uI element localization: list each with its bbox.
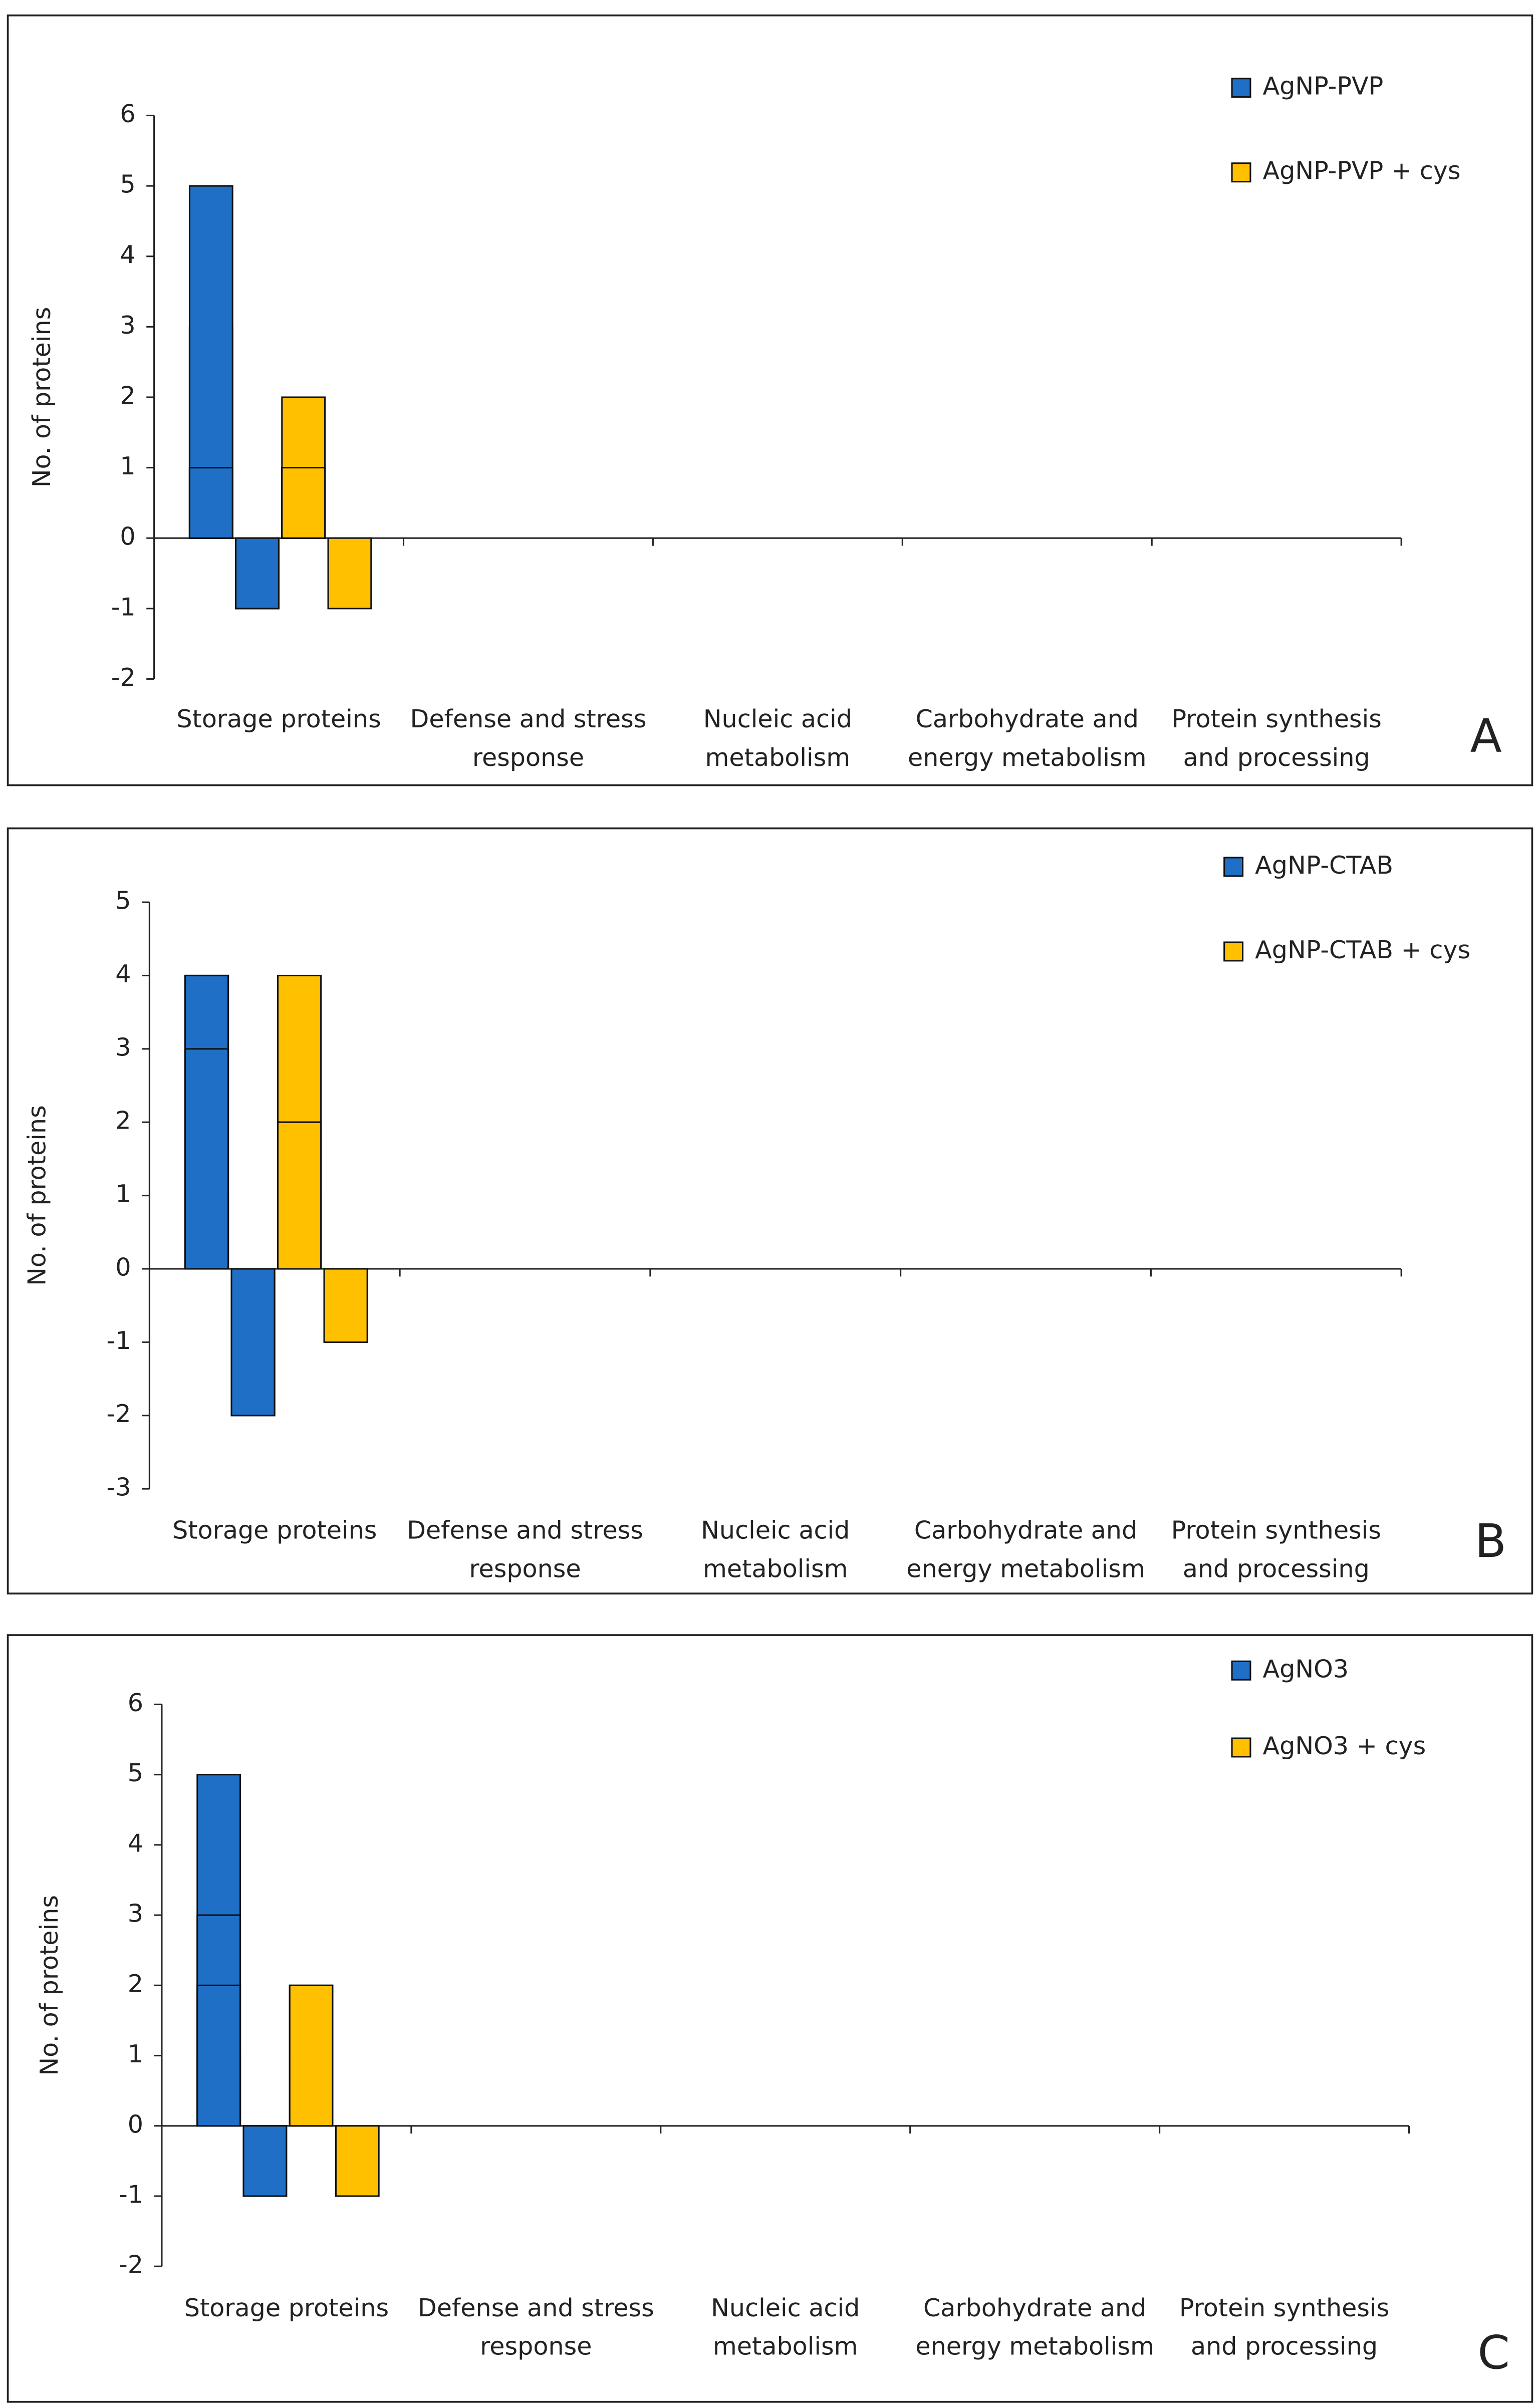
legend-label: AgNP-CTAB xyxy=(1255,851,1393,880)
panel-letter: A xyxy=(1470,709,1502,763)
y-tick-label: 2 xyxy=(120,381,135,410)
legend-swatch xyxy=(1231,162,1251,183)
y-tick-label: 0 xyxy=(115,1252,131,1281)
x-tick-label: Storage proteins xyxy=(176,704,381,733)
y-tick-label: -1 xyxy=(119,2180,143,2209)
bar xyxy=(242,2125,288,2197)
bar xyxy=(289,1984,334,2127)
x-tick-label: energy metabolism xyxy=(915,2332,1154,2361)
x-tick-label: Carbohydrate and xyxy=(914,1516,1137,1545)
legend-label: AgNP-CTAB + cys xyxy=(1255,935,1470,964)
x-tick-label: Nucleic acid xyxy=(711,2293,860,2322)
y-tick-label: -2 xyxy=(106,1399,131,1428)
bar xyxy=(235,537,280,610)
y-tick-label: 5 xyxy=(120,170,135,199)
x-tick-label: Carbohydrate and xyxy=(923,2293,1146,2322)
x-tick-label: and processing xyxy=(1183,743,1370,772)
x-tick-label: response xyxy=(472,743,584,772)
x-tick-label: Defense and stress xyxy=(407,1516,643,1545)
y-tick-label: 2 xyxy=(115,1106,131,1135)
panel-frame xyxy=(7,14,1533,786)
legend-label: AgNP-PVP + cys xyxy=(1263,156,1461,185)
x-tick-label: Storage proteins xyxy=(172,1516,377,1545)
legend-swatch xyxy=(1231,1660,1251,1681)
x-tick-label: Protein synthesis xyxy=(1171,1516,1381,1545)
x-tick-label: metabolism xyxy=(703,1554,848,1583)
y-tick-label: 0 xyxy=(120,522,135,551)
legend-label: AgNO3 xyxy=(1263,1654,1349,1683)
panel-letter: C xyxy=(1477,2325,1509,2379)
legend-label: AgNP-PVP xyxy=(1263,72,1384,101)
y-tick-label: 6 xyxy=(128,1688,143,1717)
bar xyxy=(230,1268,276,1417)
bar xyxy=(277,1121,322,1270)
y-tick-label: 1 xyxy=(120,451,135,480)
x-tick-label: Protein synthesis xyxy=(1179,2293,1389,2322)
y-tick-label: 6 xyxy=(120,99,135,128)
x-tick-label: energy metabolism xyxy=(908,743,1147,772)
y-tick-label: 4 xyxy=(120,240,135,269)
y-tick-label: 4 xyxy=(115,959,131,988)
y-tick-label: 3 xyxy=(128,1899,143,1928)
y-tick-label: -1 xyxy=(106,1326,131,1355)
y-tick-label: 1 xyxy=(115,1179,131,1208)
y-tick-label: -2 xyxy=(111,663,136,692)
x-tick-label: Defense and stress xyxy=(418,2293,654,2322)
x-tick-label: and processing xyxy=(1191,2332,1378,2361)
x-tick-label: metabolism xyxy=(705,743,851,772)
y-tick-label: 5 xyxy=(128,1758,143,1787)
y-tick-label: 4 xyxy=(128,1828,143,1857)
y-tick-label: 3 xyxy=(115,1032,131,1061)
y-tick-label: 1 xyxy=(128,2039,143,2068)
legend-swatch xyxy=(1231,78,1251,98)
bar xyxy=(323,1268,368,1343)
bar xyxy=(335,2125,380,2197)
bar xyxy=(188,467,233,539)
x-tick-label: energy metabolism xyxy=(906,1554,1145,1583)
x-tick-label: response xyxy=(469,1554,581,1583)
y-tick-label: 0 xyxy=(128,2109,143,2138)
legend-swatch xyxy=(1231,1737,1251,1758)
legend-swatch xyxy=(1223,857,1244,877)
x-tick-label: Nucleic acid xyxy=(703,704,852,733)
x-tick-label: response xyxy=(480,2332,592,2361)
legend-swatch xyxy=(1223,941,1244,962)
y-axis-label: No. of proteins xyxy=(23,1105,52,1286)
y-tick-label: -1 xyxy=(111,592,136,621)
x-tick-label: Nucleic acid xyxy=(701,1516,850,1545)
y-tick-label: -3 xyxy=(106,1473,131,1502)
x-tick-label: and processing xyxy=(1183,1554,1370,1583)
y-tick-label: 3 xyxy=(120,311,135,340)
panel-frame xyxy=(7,1634,1533,2403)
bar xyxy=(281,467,326,539)
y-axis-label: No. of proteins xyxy=(35,1895,64,2076)
x-tick-label: Carbohydrate and xyxy=(916,704,1139,733)
x-tick-label: Defense and stress xyxy=(410,704,647,733)
x-tick-label: Protein synthesis xyxy=(1172,704,1382,733)
y-axis-label: No. of proteins xyxy=(27,307,56,488)
panel-letter: B xyxy=(1475,1514,1506,1568)
bar xyxy=(184,1048,229,1270)
y-tick-label: 2 xyxy=(128,1969,143,1998)
y-tick-label: -2 xyxy=(119,2250,143,2279)
x-tick-label: Storage proteins xyxy=(184,2293,389,2322)
panel-frame xyxy=(7,827,1533,1594)
y-tick-label: 5 xyxy=(115,886,131,915)
bar xyxy=(327,537,372,610)
legend-label: AgNO3 + cys xyxy=(1263,1731,1426,1760)
x-tick-label: metabolism xyxy=(713,2332,858,2361)
bar xyxy=(196,1984,241,2127)
